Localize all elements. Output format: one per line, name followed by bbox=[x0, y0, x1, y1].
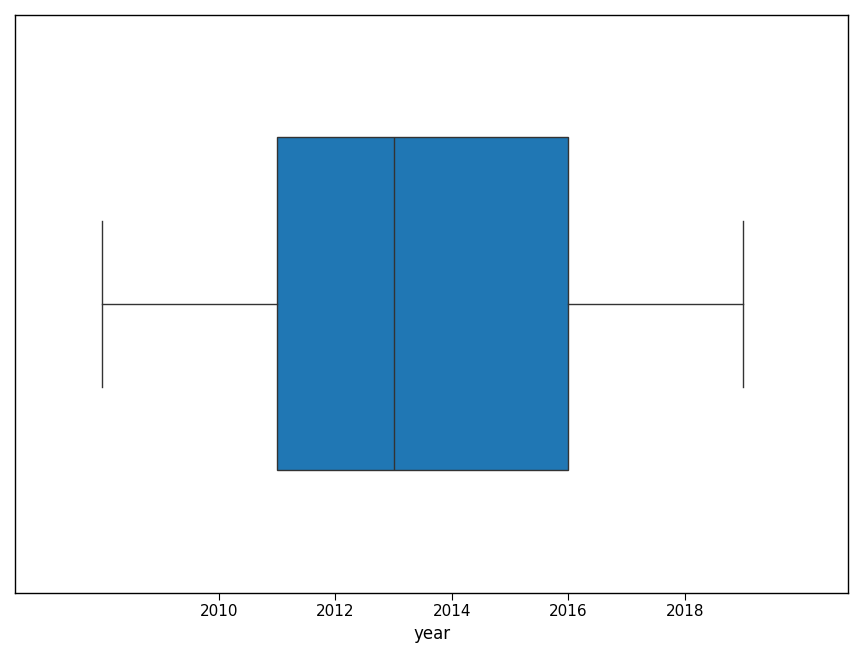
X-axis label: year: year bbox=[413, 625, 450, 643]
PathPatch shape bbox=[277, 137, 569, 470]
